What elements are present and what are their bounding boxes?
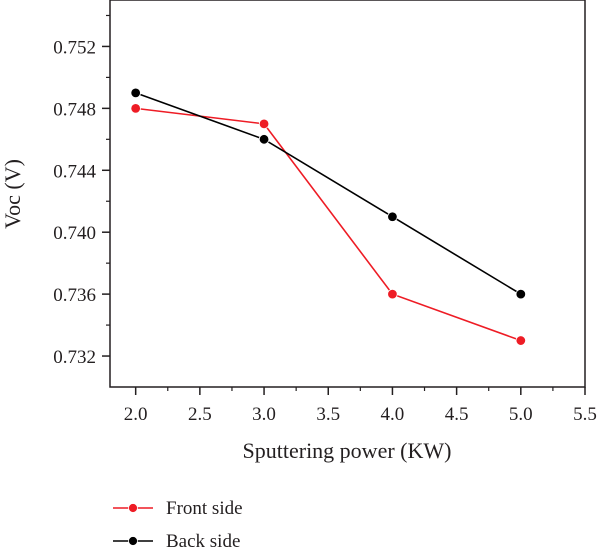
x-axis-title: Sputtering power (KW) bbox=[243, 438, 452, 463]
x-axis-ticks: 2.0 2.5 3.0 3.5 4.0 4.5 5.0 5.5 bbox=[124, 387, 597, 425]
y-tick-label: 0.744 bbox=[53, 161, 96, 182]
series-back-side bbox=[130, 87, 527, 300]
legend-marker-back-side bbox=[128, 536, 138, 546]
x-tick-label: 3.0 bbox=[252, 404, 276, 425]
x-tick-label: 3.5 bbox=[316, 404, 340, 425]
x-tick-label: 2.0 bbox=[124, 404, 148, 425]
y-tick-label: 0.740 bbox=[53, 223, 96, 244]
data-point-back-side bbox=[258, 134, 270, 145]
x-tick-label: 4.5 bbox=[445, 404, 469, 425]
x-tick-label: 4.0 bbox=[381, 404, 405, 425]
series-line-front-side bbox=[135, 107, 522, 342]
series-front-side bbox=[130, 103, 527, 346]
y-axis-title: Voc (V) bbox=[0, 159, 25, 229]
data-point-front-side bbox=[515, 335, 527, 346]
x-tick-label: 5.5 bbox=[573, 404, 597, 425]
legend-item-front-side: Front side bbox=[113, 498, 243, 519]
data-point-front-side bbox=[130, 103, 141, 114]
x-tick-label: 2.5 bbox=[188, 404, 212, 425]
x-tick-label: 5.0 bbox=[509, 404, 533, 425]
data-point-front-side bbox=[258, 118, 270, 130]
y-tick-label: 0.736 bbox=[53, 285, 96, 306]
plot-frame bbox=[109, 0, 586, 388]
data-point-back-side bbox=[387, 211, 398, 222]
y-tick-label: 0.752 bbox=[53, 37, 96, 58]
legend-label-front-side: Front side bbox=[166, 498, 243, 519]
data-point-front-side bbox=[387, 288, 398, 300]
y-axis-ticks: 0.732 0.736 0.740 0.744 0.748 0.752 bbox=[53, 14, 110, 368]
series-line-back-side bbox=[135, 92, 522, 295]
legend-label-back-side: Back side bbox=[166, 531, 240, 552]
y-tick-label: 0.732 bbox=[53, 347, 96, 368]
legend: Front side Back side bbox=[113, 498, 243, 552]
data-point-back-side bbox=[515, 288, 527, 300]
legend-marker-front-side bbox=[128, 503, 138, 513]
y-tick-label: 0.748 bbox=[53, 99, 96, 120]
legend-item-back-side: Back side bbox=[113, 531, 240, 552]
data-point-back-side bbox=[130, 87, 141, 99]
series-layer bbox=[130, 87, 527, 346]
